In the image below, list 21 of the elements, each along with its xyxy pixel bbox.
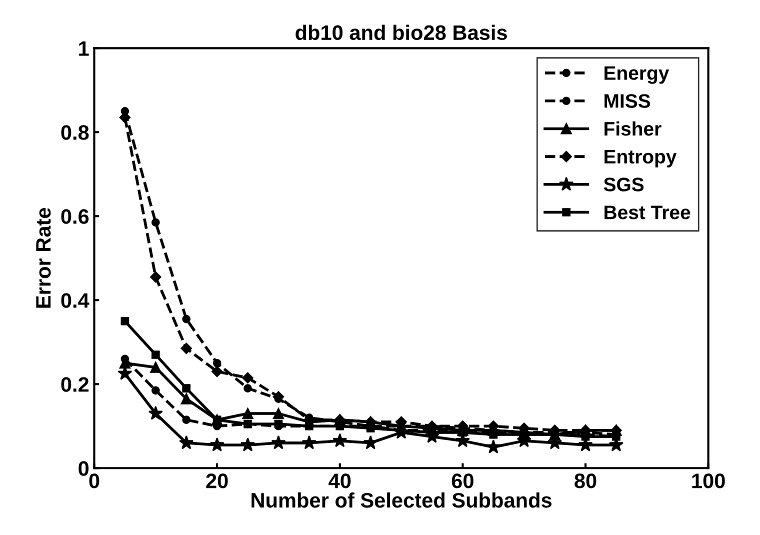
- legend-label: SGS: [604, 178, 644, 192]
- x-tick-label: 80: [574, 474, 596, 488]
- legend-label: Fisher: [604, 121, 662, 136]
- chart-title: db10 and bio28 Basis: [296, 24, 507, 40]
- y-tick-label: 0: [78, 461, 89, 476]
- legend-label: Entropy: [604, 150, 677, 168]
- y-tick-label: 0.6: [61, 209, 89, 224]
- x-tick-label: 40: [328, 474, 351, 488]
- legend-label: Best Tree: [604, 206, 690, 220]
- x-tick-label: 100: [692, 474, 725, 488]
- y-tick-label: 0.4: [61, 293, 90, 308]
- legend-label: Energy: [604, 66, 670, 84]
- y-tick-label: 0.2: [61, 377, 89, 392]
- x-tick-label: 20: [206, 474, 228, 488]
- x-axis-title: Number of Selected Subbands: [252, 492, 552, 508]
- x-tick-label: 60: [452, 474, 474, 488]
- y-axis-title: Error Rate: [36, 208, 51, 308]
- y-tick-label: 1: [79, 41, 89, 56]
- y-tick-label: 0.8: [61, 125, 89, 140]
- legend-label: MISS: [604, 94, 650, 108]
- x-tick-label: 0: [89, 474, 100, 488]
